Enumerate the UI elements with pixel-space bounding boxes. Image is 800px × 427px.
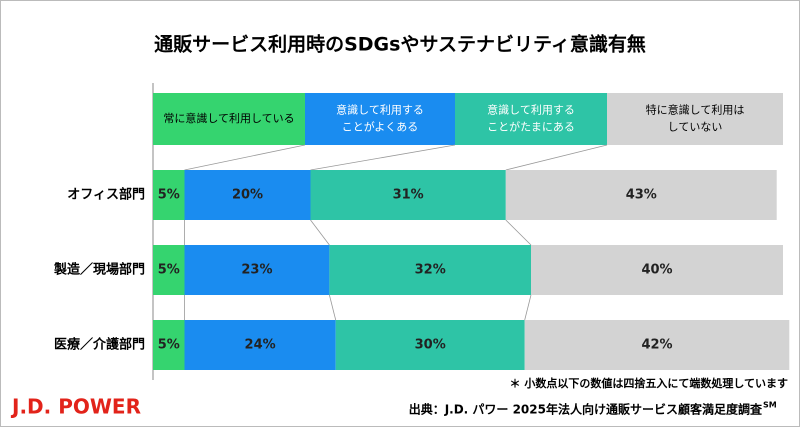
legend-swatch xyxy=(305,93,455,145)
bar-segment xyxy=(329,245,531,295)
bar-segment xyxy=(335,320,525,370)
data-label: 24% xyxy=(245,338,276,353)
legend-swatch xyxy=(607,93,783,145)
bar-segment xyxy=(184,245,330,295)
data-label: 43% xyxy=(626,188,657,203)
bar-segment xyxy=(184,170,311,220)
legend-label: 意識して利用することがよくある xyxy=(336,103,424,134)
bar-segment xyxy=(184,320,336,370)
connector-line xyxy=(310,219,330,246)
y-tick-label: オフィス部門 xyxy=(67,187,145,203)
connector-line xyxy=(524,294,532,321)
data-label: 20% xyxy=(232,188,263,203)
connector-line xyxy=(505,144,608,171)
data-label: 31% xyxy=(393,188,424,203)
data-label: 30% xyxy=(415,338,446,353)
legend-swatch xyxy=(455,93,607,145)
data-label: 5% xyxy=(158,188,180,203)
y-tick-label: 製造／現場部門 xyxy=(53,262,145,278)
bar-segment xyxy=(153,170,185,220)
data-label: 42% xyxy=(641,338,672,353)
connector-line xyxy=(505,219,532,246)
bar-segment xyxy=(310,170,506,220)
legend-swatch xyxy=(153,93,305,145)
connector-line xyxy=(310,144,456,171)
connector-line xyxy=(184,144,306,171)
footnote: ＊ 小数点以下の数値は四捨五入にて端数処理しています xyxy=(510,376,789,390)
connector-line xyxy=(329,294,337,321)
data-label: 32% xyxy=(415,263,446,278)
legend-label: 特に意識して利用はしていない xyxy=(646,103,745,134)
bar-segment xyxy=(153,245,185,295)
data-label: 5% xyxy=(158,338,180,353)
bar-segment xyxy=(531,245,783,295)
bar-segment xyxy=(524,320,790,370)
y-tick-label: 医療／介護部門 xyxy=(54,337,145,353)
bar-segment xyxy=(153,320,185,370)
data-label: 40% xyxy=(641,263,672,278)
legend-label: 常に意識して利用している xyxy=(163,111,294,125)
bar-segment xyxy=(505,170,777,220)
source: 出典：J.D. パワー 2025年法人向け通販サービス顧客満足度調査 xyxy=(409,402,763,417)
legend-label: 意識して利用することがたまにある xyxy=(487,103,575,134)
logo: J.D. POWER xyxy=(10,395,141,419)
chart-title: 通販サービス利用時のSDGsやサステナビリティ意識有無 xyxy=(154,33,646,56)
source-mark: SM xyxy=(763,401,777,410)
data-label: 5% xyxy=(158,263,180,278)
data-label: 23% xyxy=(241,263,272,278)
